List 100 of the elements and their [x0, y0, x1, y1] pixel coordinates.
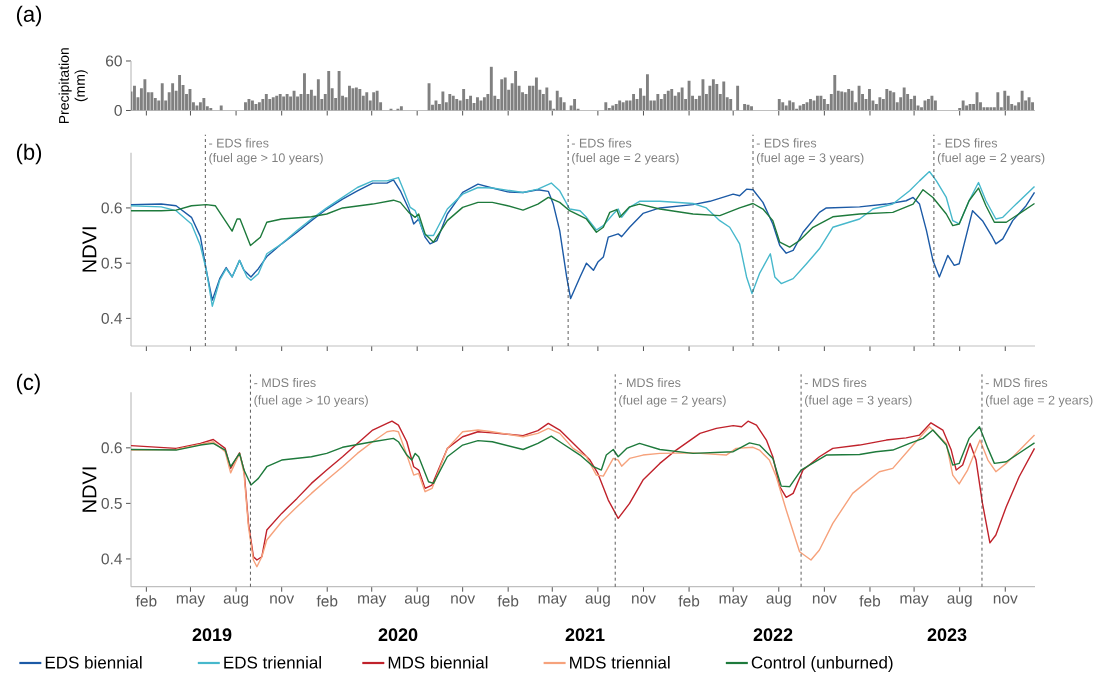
annotation: (fuel age = 2 years) — [937, 152, 1045, 165]
x-tick-label: feb — [135, 595, 157, 607]
bar — [1027, 97, 1031, 111]
x-tick-label: may — [538, 595, 567, 607]
bar — [639, 88, 642, 111]
bar — [143, 79, 147, 111]
y-tick-label: 0.4 — [101, 312, 123, 324]
bar — [278, 94, 282, 111]
x-tick-label: feb — [316, 595, 338, 607]
text: 2019 — [192, 628, 232, 642]
bar — [555, 90, 559, 111]
bar — [878, 97, 882, 111]
legend-label: EDS triennial — [224, 656, 321, 669]
x-tick-label: nov — [451, 595, 476, 604]
legend-label: MDS triennial — [570, 656, 670, 669]
bar — [489, 66, 493, 111]
bar — [840, 91, 844, 111]
bar — [514, 70, 518, 111]
bar — [1020, 90, 1024, 111]
bar — [327, 70, 331, 111]
x-tick-label: may — [719, 595, 748, 607]
bar — [292, 90, 296, 111]
bar — [815, 95, 819, 111]
bar — [729, 98, 733, 111]
bar — [989, 107, 993, 111]
bar — [663, 94, 667, 111]
bar — [604, 102, 608, 111]
bar — [482, 97, 486, 111]
bar — [257, 102, 261, 111]
ref-line-label: - MDS fires — [254, 377, 316, 388]
annotation: (fuel age > 10 years) — [254, 395, 368, 408]
y-tick-label: 0.5 — [101, 257, 122, 269]
y-tick-label: 0.5 — [101, 497, 122, 509]
bar — [822, 98, 826, 111]
bar — [285, 94, 289, 111]
bar — [788, 100, 792, 111]
bar — [202, 98, 206, 111]
x-tick-label: aug — [766, 595, 791, 607]
legend-label: Control (unburned) — [751, 656, 893, 672]
bar — [476, 97, 479, 111]
bar — [850, 90, 854, 111]
bar — [625, 100, 629, 111]
bar — [618, 100, 622, 111]
x-tick-label: nov — [993, 595, 1018, 604]
ref-line-label: - EDS fires — [209, 138, 269, 148]
x-tick-label: aug — [585, 595, 610, 607]
bar — [868, 89, 871, 111]
legend-label: EDS biennial — [45, 656, 142, 669]
x-tick-label: aug — [404, 595, 430, 607]
annotation: (fuel age = 2 years) — [619, 395, 726, 408]
bar — [736, 85, 740, 111]
bar — [701, 79, 705, 111]
x-tick-label: feb — [859, 595, 881, 607]
bar — [358, 89, 362, 111]
chart-title: (c) — [16, 373, 40, 395]
bar — [927, 98, 930, 111]
ref-line-label: - MDS fires — [618, 377, 681, 388]
bar — [902, 87, 906, 111]
bar — [309, 89, 313, 111]
bar — [888, 90, 892, 111]
bar — [961, 100, 965, 111]
bar — [264, 94, 268, 111]
bar — [451, 95, 455, 111]
bar — [659, 98, 663, 111]
x-tick-label: aug — [223, 595, 248, 607]
bar — [645, 74, 649, 111]
ref-line-label: - EDS fires — [937, 138, 998, 148]
x-tick-label: nov — [812, 595, 837, 604]
bar — [857, 85, 861, 111]
text: 2021 — [565, 628, 605, 642]
bar — [670, 89, 674, 111]
ref-line-label: - MDS fires — [804, 377, 867, 388]
text: 2022 — [753, 628, 793, 642]
bar — [892, 92, 896, 111]
bar — [534, 77, 538, 111]
bar — [448, 94, 452, 111]
bar — [528, 85, 531, 111]
x-tick-label: may — [358, 595, 387, 607]
bar — [375, 90, 379, 111]
bar — [680, 87, 684, 111]
bar — [847, 89, 851, 111]
y-axis-title: NDVI — [82, 467, 97, 512]
bar — [833, 75, 837, 111]
bar — [254, 103, 258, 111]
bar — [351, 88, 355, 111]
bar — [913, 95, 917, 111]
y-axis-title: NDVI — [82, 227, 97, 272]
x-tick-label: may — [900, 595, 929, 607]
x-tick-label: may — [176, 595, 206, 607]
bar — [271, 97, 275, 111]
x-tick-label: nov — [632, 595, 656, 604]
bar — [503, 77, 507, 111]
bar — [722, 81, 726, 111]
x-tick-label: feb — [497, 595, 519, 607]
bar — [621, 102, 625, 111]
bar — [348, 85, 351, 111]
bar — [909, 98, 913, 111]
bar — [261, 98, 265, 111]
bar — [809, 98, 812, 111]
y-axis-title: Precipitation (mm) — [58, 48, 88, 124]
